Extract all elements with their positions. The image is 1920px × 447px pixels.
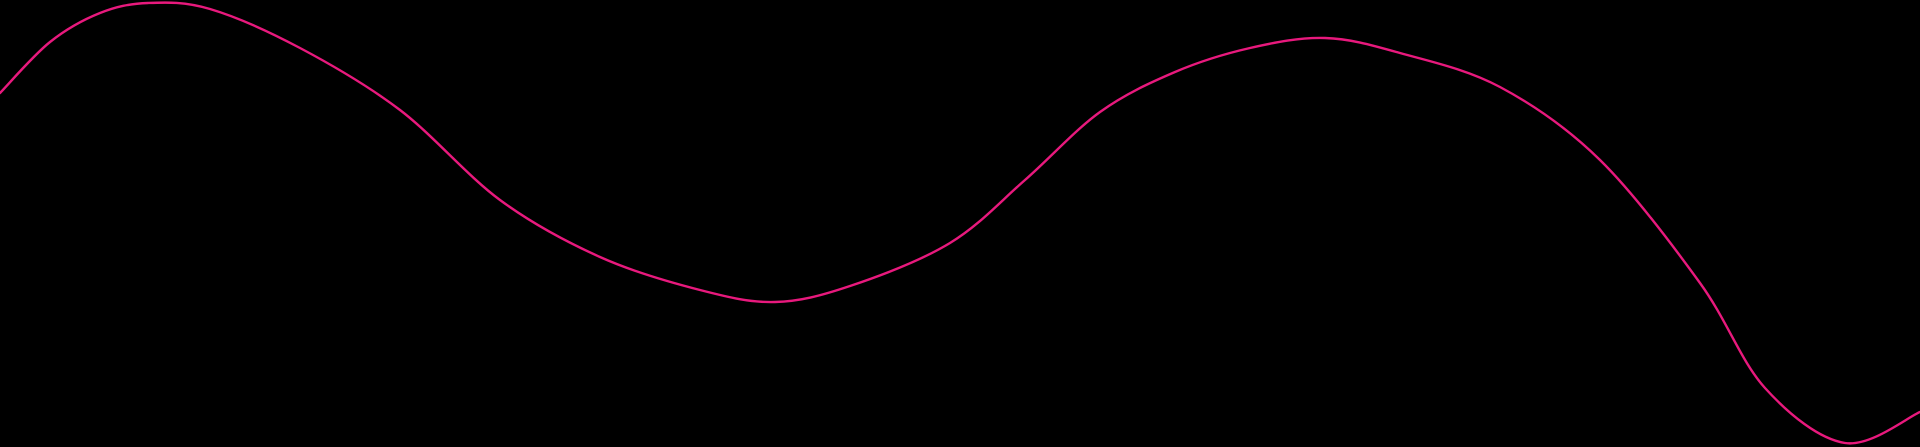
- curve-plot-svg: [0, 1, 1920, 445]
- chart-canvas: [0, 0, 1920, 447]
- series-line: [0, 1, 1920, 445]
